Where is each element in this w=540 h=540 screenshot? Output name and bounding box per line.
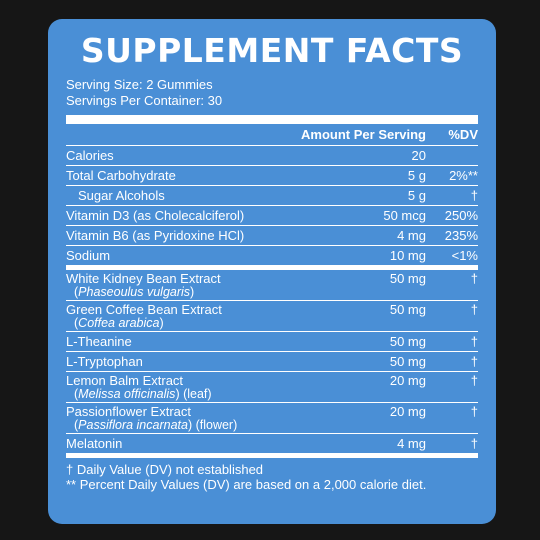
- daily-value: 235%: [444, 228, 478, 243]
- ingredient-label: Total Carbohydrate: [66, 168, 176, 183]
- thick-divider: [66, 115, 478, 124]
- header-amount: Amount Per Serving: [301, 127, 426, 142]
- facts-row: Vitamin D3 (as Cholecalciferol) 50 mcg 250…: [66, 206, 478, 226]
- facts-row: Calories 20: [66, 146, 478, 166]
- section-divider-bottom: [66, 454, 478, 458]
- amount-per-serving: 10 mg: [389, 248, 426, 263]
- facts-row: Green Coffee Bean Extract (Coffea arabica…: [66, 301, 478, 332]
- ingredient-label: Lemon Balm Extract: [66, 373, 184, 388]
- amount-per-serving: 5 g: [407, 188, 426, 203]
- ingredient-source: (Melissa officinalis) (leaf): [66, 387, 364, 401]
- source-latin-name: Coffea arabica: [78, 316, 160, 330]
- daily-value: 250%: [444, 208, 478, 223]
- facts-row: Vitamin B6 (as Pyridoxine HCl) 4 mg 235%: [66, 226, 478, 246]
- source-latin-name: Phaseoulus vulgaris: [78, 285, 191, 299]
- amount-per-serving: 50 mg: [389, 334, 426, 349]
- serving-info: Serving Size: 2 Gummies Servings Per Con…: [66, 77, 478, 109]
- facts-row: Melatonin 4 mg †: [66, 434, 478, 454]
- ingredient-name: Lemon Balm Extract (Melissa officinalis) …: [66, 373, 364, 400]
- ingredient-name: Sodium: [66, 248, 364, 263]
- daily-value: †: [470, 271, 478, 286]
- ingredient-name: Green Coffee Bean Extract (Coffea arabica…: [66, 302, 364, 329]
- supplement-facts-panel: SUPPLEMENT FACTS Serving Size: 2 Gummies…: [48, 19, 496, 524]
- amount-per-serving: 20: [411, 148, 426, 163]
- column-header-row: Amount Per Serving %DV: [66, 124, 478, 146]
- source-open: (: [74, 418, 79, 432]
- daily-value: †: [470, 373, 478, 388]
- nutrient-group: Calories 20 Total Carbohydrate 5 g 2%** Sugar…: [66, 146, 478, 266]
- ingredient-name: Vitamin D3 (as Cholecalciferol): [66, 208, 364, 223]
- ingredient-label: Melatonin: [66, 436, 123, 451]
- source-close: ) (flower): [187, 418, 238, 432]
- section-divider: [66, 266, 478, 270]
- ingredient-source: (Passiflora incarnata) (flower): [66, 418, 364, 432]
- ingredient-name: Calories: [66, 148, 364, 163]
- facts-row: Passionflower Extract (Passiflora incarna…: [66, 403, 478, 434]
- ingredient-label: White Kidney Bean Extract: [66, 271, 221, 286]
- amount-per-serving: 50 mg: [389, 354, 426, 369]
- source-close: ): [190, 285, 195, 299]
- daily-value: †: [470, 302, 478, 317]
- footnote-dagger: † Daily Value (DV) not established: [66, 462, 264, 477]
- daily-value: †: [470, 354, 478, 369]
- footnotes: † Daily Value (DV) not established ** Pe…: [66, 462, 478, 492]
- panel-title: SUPPLEMENT FACTS: [80, 31, 464, 70]
- amount-per-serving: 4 mg: [397, 228, 426, 243]
- facts-row: Lemon Balm Extract (Melissa officinalis) …: [66, 372, 478, 403]
- footnote-double-star: ** Percent Daily Values (DV) are based o…: [66, 477, 427, 492]
- source-open: (: [74, 387, 79, 401]
- amount-per-serving: 5 g: [407, 168, 426, 183]
- amount-per-serving: 50 mg: [389, 271, 426, 286]
- ingredient-label: Vitamin B6 (as Pyridoxine HCl): [66, 228, 245, 243]
- daily-value: †: [470, 436, 478, 451]
- daily-value: †: [470, 334, 478, 349]
- ingredient-label: Vitamin D3 (as Cholecalciferol): [66, 208, 245, 223]
- amount-per-serving: 50 mg: [389, 302, 426, 317]
- source-close: ): [159, 316, 164, 330]
- amount-per-serving: 20 mg: [389, 404, 426, 419]
- ingredient-name: L-Theanine: [66, 334, 364, 349]
- ingredient-label: Passionflower Extract: [66, 404, 191, 419]
- daily-value: †: [470, 188, 478, 203]
- ingredient-label: Calories: [66, 148, 114, 163]
- ingredient-name: Passionflower Extract (Passiflora incarna…: [66, 404, 364, 431]
- source-open: (: [74, 316, 79, 330]
- ingredient-name: Total Carbohydrate: [66, 168, 364, 183]
- daily-value: 2%**: [449, 168, 478, 183]
- ingredient-name: Vitamin B6 (as Pyridoxine HCl): [66, 228, 364, 243]
- source-latin-name: Melissa officinalis: [78, 387, 176, 401]
- facts-row: White Kidney Bean Extract (Phaseoulus vul…: [66, 270, 478, 301]
- ingredient-name: Melatonin: [66, 436, 364, 451]
- facts-row: Sodium 10 mg <1%: [66, 246, 478, 266]
- ingredient-label: Sugar Alcohols: [78, 188, 165, 203]
- ingredient-source: (Phaseoulus vulgaris): [66, 285, 364, 299]
- ingredient-name: Sugar Alcohols: [66, 188, 364, 203]
- amount-per-serving: 50 mcg: [383, 208, 426, 223]
- ingredient-label: Sodium: [66, 248, 111, 263]
- facts-row: Sugar Alcohols 5 g †: [66, 186, 478, 206]
- ingredient-group: White Kidney Bean Extract (Phaseoulus vul…: [66, 270, 478, 454]
- facts-row: Total Carbohydrate 5 g 2%**: [66, 166, 478, 186]
- source-latin-name: Passiflora incarnata: [78, 418, 188, 432]
- ingredient-label: L-Tryptophan: [66, 354, 143, 369]
- source-open: (: [74, 285, 79, 299]
- ingredient-source: (Coffea arabica): [66, 316, 364, 330]
- facts-row: L-Tryptophan 50 mg †: [66, 352, 478, 372]
- source-close: ) (leaf): [175, 387, 212, 401]
- header-dv: %DV: [448, 127, 478, 142]
- ingredient-label: Green Coffee Bean Extract: [66, 302, 222, 317]
- daily-value: †: [470, 404, 478, 419]
- amount-per-serving: 4 mg: [397, 436, 426, 451]
- serving-size: Serving Size: 2 Gummies: [66, 77, 213, 92]
- ingredient-name: L-Tryptophan: [66, 354, 364, 369]
- daily-value: <1%: [451, 248, 478, 263]
- ingredient-label: L-Theanine: [66, 334, 132, 349]
- servings-per-container: Servings Per Container: 30: [66, 93, 223, 108]
- amount-per-serving: 20 mg: [389, 373, 426, 388]
- ingredient-name: White Kidney Bean Extract (Phaseoulus vul…: [66, 271, 364, 298]
- facts-row: L-Theanine 50 mg †: [66, 332, 478, 352]
